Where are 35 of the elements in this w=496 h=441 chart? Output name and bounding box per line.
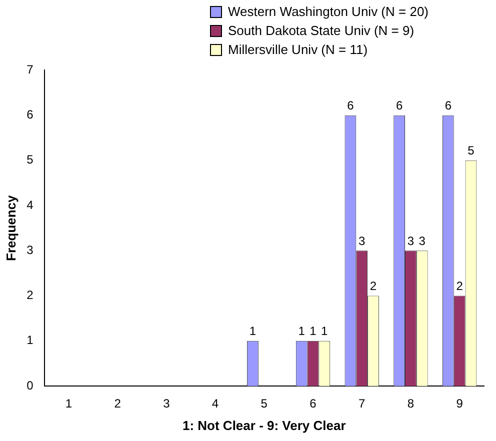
- y-tick-label: 7: [26, 62, 34, 77]
- x-tick-label: 8: [407, 396, 414, 411]
- x-tick-label: 6: [310, 396, 317, 411]
- x-axis-title: 1: Not Clear - 9: Very Clear: [182, 418, 346, 433]
- y-tick-label: 3: [26, 242, 34, 257]
- y-tick-label: 4: [26, 198, 34, 212]
- y-axis-title: Frequency: [3, 194, 18, 261]
- data-label: 3: [418, 234, 426, 248]
- x-tick-label: 5: [260, 396, 268, 411]
- y-tick-label: 2: [26, 288, 34, 302]
- data-label: 1: [310, 324, 317, 338]
- x-tick-label: 1: [65, 396, 72, 411]
- data-label: 5: [468, 144, 475, 158]
- y-tick-label: 0: [26, 378, 34, 392]
- data-label: 1: [298, 324, 306, 338]
- y-tick-label: 5: [26, 152, 34, 167]
- data-label: 1: [249, 324, 256, 338]
- x-tick-label: 3: [163, 396, 170, 411]
- y-tick-label: 1: [26, 333, 34, 348]
- legend-label: Millersville Univ (N = 11): [228, 42, 368, 57]
- x-tick-label: 4: [212, 396, 219, 411]
- y-tick-label: 6: [26, 108, 34, 122]
- x-tick-label: 9: [456, 396, 464, 411]
- data-label: 1: [321, 324, 328, 338]
- data-label: 6: [347, 98, 354, 113]
- legend-label: South Dakota State Univ (N = 9): [228, 23, 414, 38]
- x-tick-label: 2: [114, 396, 122, 411]
- data-label: 3: [407, 234, 414, 248]
- x-tick-label: 7: [358, 396, 366, 411]
- data-label: 2: [456, 279, 464, 294]
- data-label: 6: [396, 98, 403, 113]
- data-label: 2: [370, 279, 377, 294]
- data-label: 6: [444, 98, 452, 113]
- data-label: 3: [358, 234, 366, 248]
- legend-label: Western Washington Univ (N = 20): [228, 4, 428, 19]
